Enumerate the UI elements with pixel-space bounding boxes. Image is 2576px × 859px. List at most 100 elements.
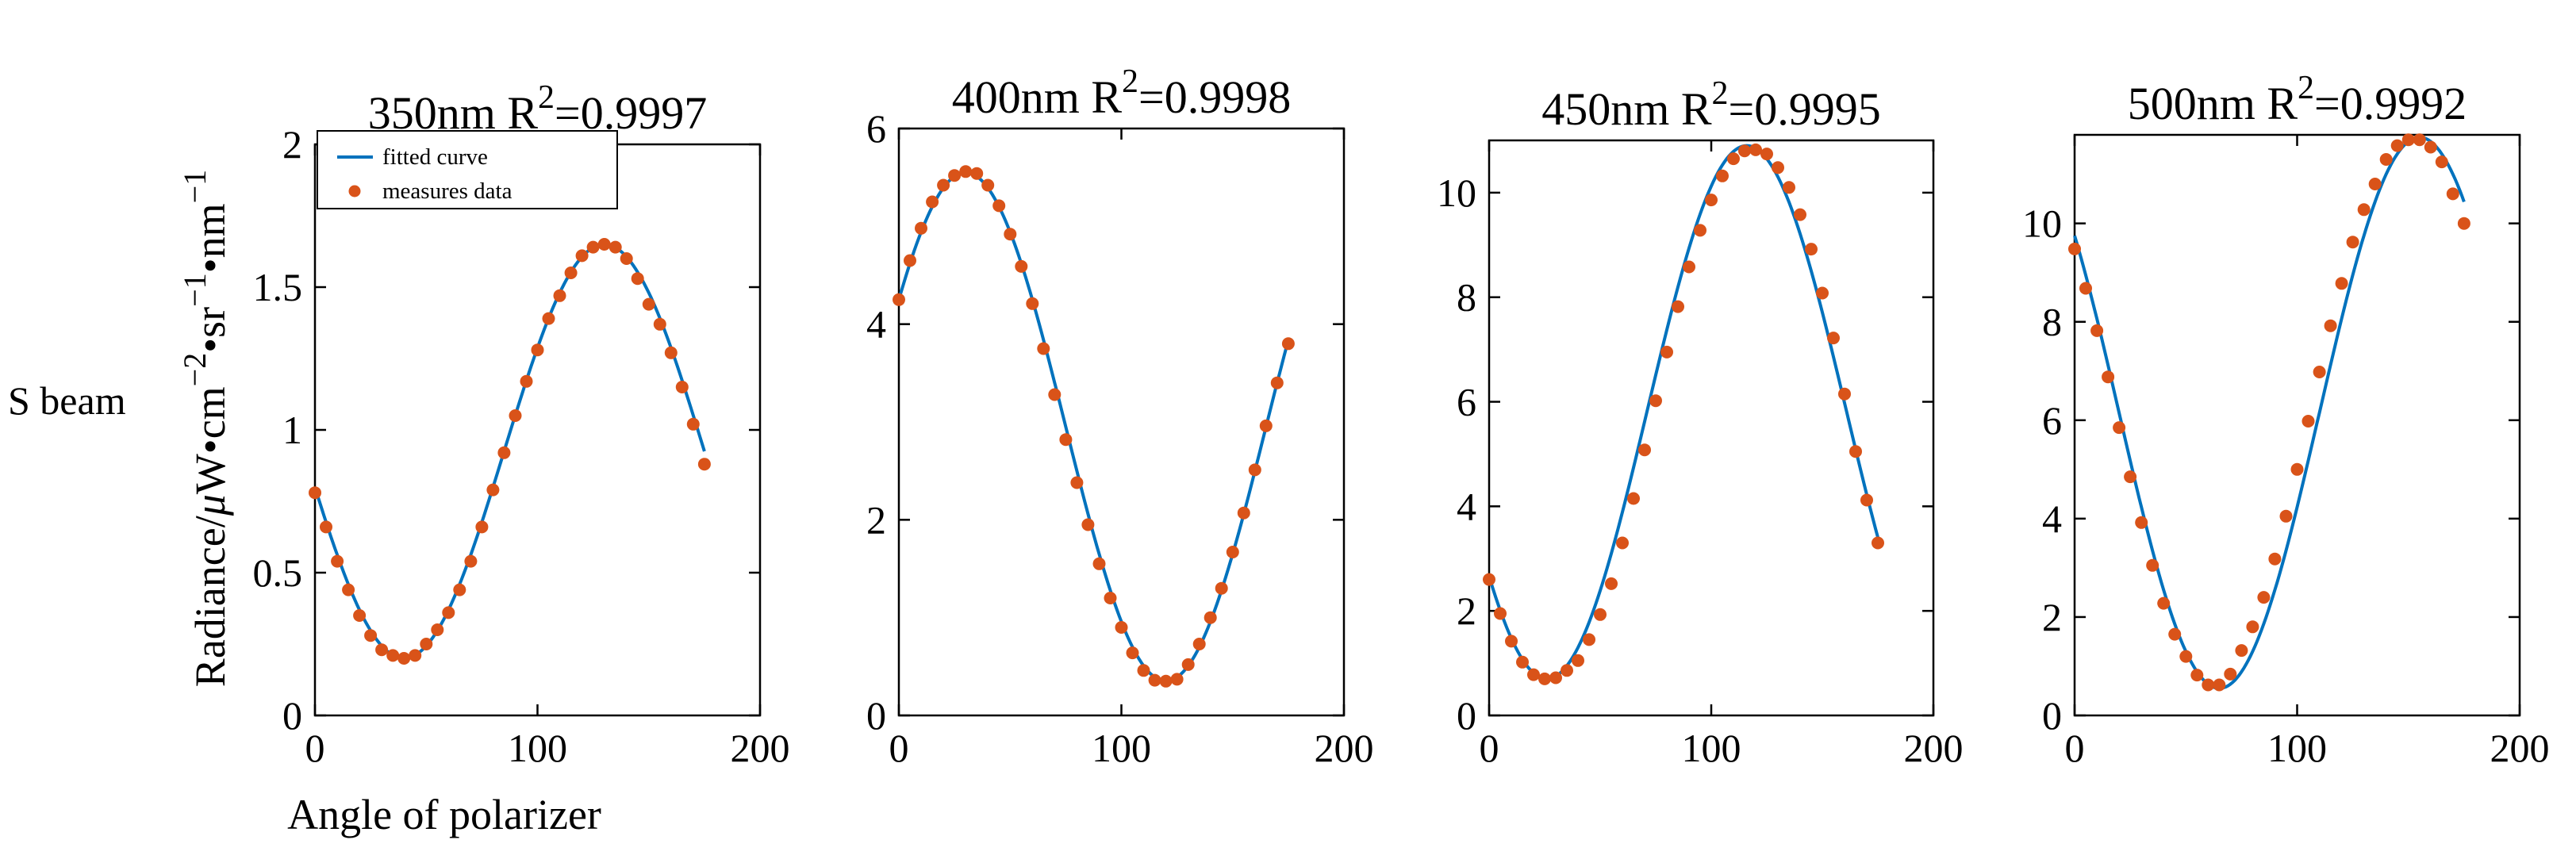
data-point xyxy=(1037,342,1050,355)
data-point xyxy=(486,483,500,497)
data-point xyxy=(904,254,916,267)
x-tick-label: 200 xyxy=(2490,726,2550,770)
data-point xyxy=(464,554,478,568)
legend: fitted curve measures data xyxy=(317,130,618,209)
chart-title: 450nm R2=0.9995 xyxy=(1541,75,1881,135)
data-point xyxy=(1660,345,1673,359)
data-point xyxy=(1004,228,1017,241)
data-point xyxy=(475,520,489,534)
data-point xyxy=(1126,646,1139,660)
data-point xyxy=(2313,366,2326,378)
data-point xyxy=(453,583,466,596)
y-tick-label: 0.5 xyxy=(253,550,303,595)
legend-curve-label: fitted curve xyxy=(382,144,488,170)
data-point xyxy=(1727,152,1740,166)
data-point xyxy=(1237,506,1250,520)
data-point xyxy=(564,267,578,279)
y-tick-label: 6 xyxy=(866,106,886,151)
x-tick-label: 0 xyxy=(305,726,325,770)
y-tick-label: 6 xyxy=(2042,398,2062,443)
data-point xyxy=(1259,419,1273,432)
data-point xyxy=(1048,388,1061,401)
data-point xyxy=(2457,217,2470,230)
y-tick-label: 1 xyxy=(282,408,302,452)
data-point xyxy=(586,240,600,254)
data-point xyxy=(2246,620,2259,634)
axes-box xyxy=(2073,133,2521,717)
data-point xyxy=(926,195,939,209)
data-point xyxy=(1705,194,1718,207)
data-point xyxy=(597,238,611,251)
data-point xyxy=(1683,260,1695,274)
data-point xyxy=(1248,463,1261,477)
data-point xyxy=(608,240,622,254)
data-point xyxy=(1015,259,1028,273)
data-point xyxy=(531,343,544,357)
data-point xyxy=(1716,169,1729,182)
chart-panel-450nm: 0 100 200 0 2 4 6 8 10 450nm R2=0.9995 xyxy=(1437,75,1964,770)
data-point xyxy=(2090,324,2104,337)
data-point xyxy=(915,221,927,235)
data-point xyxy=(386,649,400,662)
data-point xyxy=(1605,577,1618,590)
y-tick-label: 0 xyxy=(866,693,886,738)
data-point xyxy=(2079,282,2092,295)
y-tick-label: 2 xyxy=(866,497,886,542)
data-point xyxy=(542,312,555,325)
data-point xyxy=(1672,300,1684,313)
x-tick-label: 100 xyxy=(1092,726,1151,770)
data-point xyxy=(1760,148,1773,161)
data-point xyxy=(2224,667,2237,681)
legend-box xyxy=(317,130,618,209)
data-point xyxy=(2324,319,2337,332)
chart-title: 400nm R2=0.9998 xyxy=(952,63,1292,123)
data-point xyxy=(1838,387,1851,401)
y-axis-label: Radiance/μW•cm−2•sr−1•nm−1 xyxy=(177,170,234,687)
data-point xyxy=(442,606,455,619)
data-point xyxy=(431,623,444,636)
data-point xyxy=(1827,332,1840,345)
data-point xyxy=(320,520,332,534)
data-point xyxy=(1849,445,1862,458)
data-point xyxy=(2446,187,2459,201)
data-point xyxy=(1749,143,1762,156)
data-point xyxy=(2379,153,2393,166)
data-point xyxy=(1572,654,1584,667)
data-point xyxy=(1738,144,1751,158)
x-tick-label: 200 xyxy=(1904,726,1964,770)
y-tick-label: 2 xyxy=(2042,595,2062,639)
x-axis-label: Angle of polarizer xyxy=(287,791,601,838)
data-point xyxy=(397,652,411,665)
data-point xyxy=(697,458,711,471)
data-point xyxy=(1181,658,1195,671)
data-point xyxy=(1538,672,1551,685)
data-point xyxy=(2335,277,2348,290)
data-point xyxy=(893,293,905,306)
data-point xyxy=(2235,644,2248,658)
x-tick-label: 0 xyxy=(1480,726,1499,770)
data-point xyxy=(937,178,950,192)
data-point xyxy=(2413,133,2426,147)
data-point xyxy=(981,178,995,192)
data-point xyxy=(1805,243,1818,256)
y-tick-label: 8 xyxy=(2042,300,2062,344)
y-tick-label: 2 xyxy=(282,122,302,167)
data-point xyxy=(642,297,655,311)
data-point xyxy=(1860,493,1873,507)
y-tick-label: 10 xyxy=(1437,171,1476,215)
data-point xyxy=(1516,655,1529,669)
data-point xyxy=(2179,650,2193,663)
data-point xyxy=(2113,421,2126,435)
data-point xyxy=(375,643,389,657)
data-point xyxy=(2390,139,2404,152)
data-point xyxy=(1772,161,1784,174)
data-point xyxy=(1872,536,1884,550)
data-point xyxy=(2157,596,2171,610)
y-tick-label: 4 xyxy=(2042,497,2062,541)
fitted-curve xyxy=(2073,136,2466,690)
data-point xyxy=(1616,536,1629,550)
data-point xyxy=(2346,236,2359,249)
data-point xyxy=(1070,476,1084,489)
y-tick-label: 0 xyxy=(282,693,302,738)
x-tick-label: 100 xyxy=(1682,726,1741,770)
